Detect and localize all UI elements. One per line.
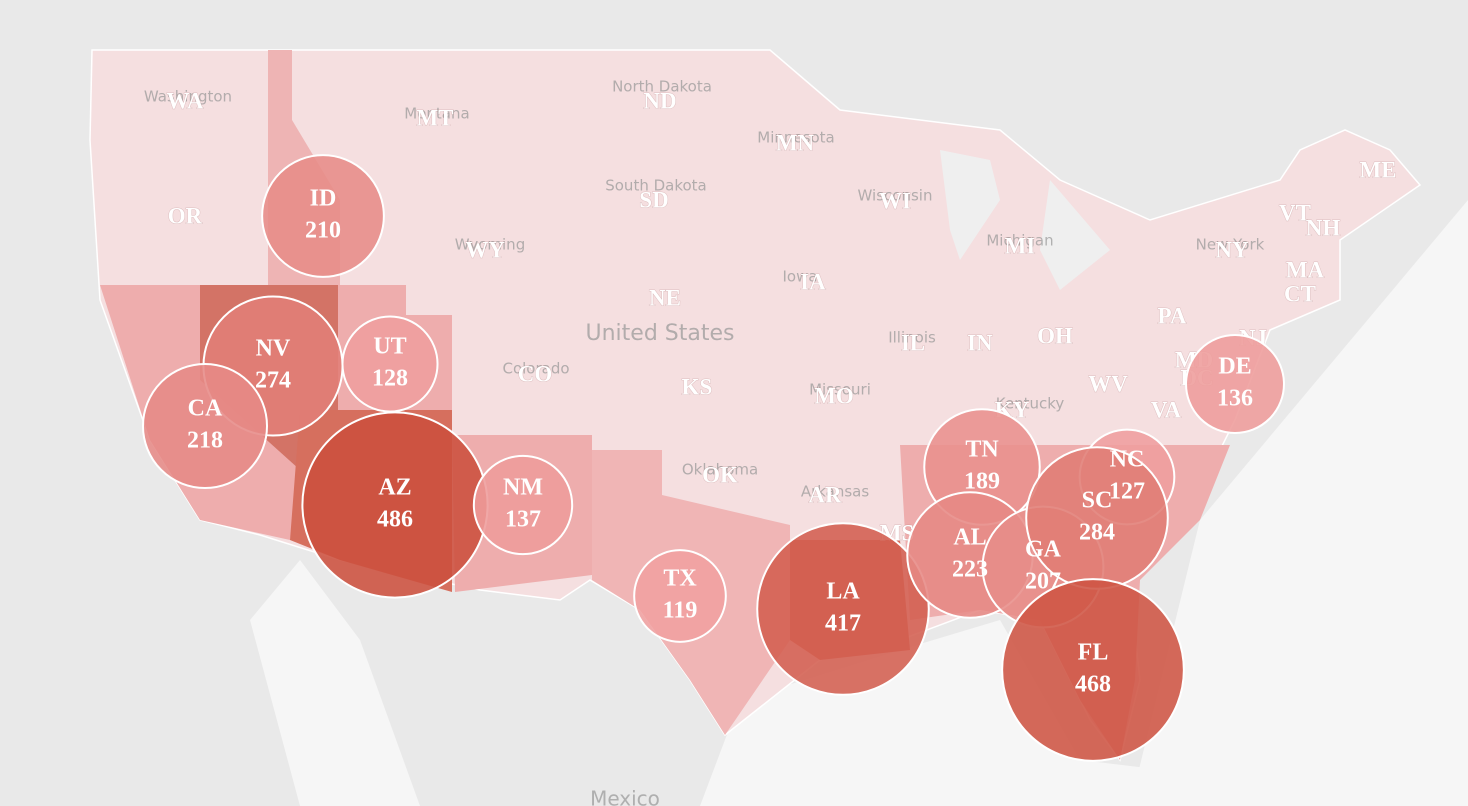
state-label: MO [814,383,854,408]
state-label: VA [1151,397,1182,422]
basemap-label: New York [1196,236,1265,254]
state-label: WY [465,237,505,262]
basemap-label: Michigan [986,232,1053,250]
bubble-value: 128 [372,366,408,392]
basemap-label: Arkansas [801,483,870,501]
state-label: CO [518,361,553,386]
basemap-label: Wisconsin [858,187,933,205]
bubble-state: LA [826,579,860,605]
bubble-state: AL [953,525,986,551]
bubble-value: 136 [1217,386,1253,412]
bubble-value: 207 [1025,569,1061,595]
bubble-state: NV [256,336,291,362]
great-lakes [940,150,1110,290]
bubble-value: 417 [825,611,861,637]
bubble [1185,334,1285,434]
state-label: KS [682,374,713,399]
neighbor-label: Mexico [590,787,660,806]
basemap-label: Missouri [809,381,871,399]
state-label: NY [1215,237,1249,262]
state-label: CT [1284,281,1316,306]
bubble [472,454,574,556]
bubble-state: GA [1025,537,1062,563]
state-label: OR [168,203,203,228]
state-label: ME [1359,157,1396,182]
bubble-state: FL [1078,640,1109,666]
bubble-value: 486 [377,507,413,533]
state-label: IL [901,330,925,355]
basemap-label: Kentucky [996,395,1065,413]
state-label: SD [639,187,668,212]
state-label: MA [1286,257,1325,282]
basemap-label: Oklahoma [682,461,758,479]
bubble [141,362,269,490]
state-label: IN [967,330,993,355]
basemap-label: Illinois [888,329,936,347]
bubble-value: 189 [964,469,1000,495]
country-label: United States [586,321,735,346]
bubble-state: CA [188,396,223,422]
bubble [261,154,385,278]
bubble-state: DE [1218,354,1251,380]
bubble-state: TX [663,566,697,592]
state-label: VT [1279,200,1311,225]
basemap-label: North Dakota [612,78,712,96]
bubble-state: NM [503,475,543,501]
state-label: MT [416,105,453,130]
bubble-state: SC [1082,488,1113,514]
bubble [633,549,727,643]
state-label: NE [649,285,681,310]
state-label: OH [1037,323,1073,348]
bubble [756,522,930,696]
state-label: WA [166,88,203,113]
basemap-label: Wyoming [455,236,525,254]
bubble-value: 218 [187,428,223,454]
gulf-of-california [250,560,420,806]
basemap-label: Minnesota [757,129,834,147]
state-label: IA [800,269,826,294]
basemap-label: Washington [144,88,232,106]
state-label: PA [1158,303,1187,328]
state-label: AR [808,482,842,507]
bubble-state: NC [1110,447,1145,473]
bubble-state: AZ [378,475,411,501]
bubble [301,411,489,599]
state-label: NH [1306,215,1341,240]
basemap-label: Colorado [502,360,569,378]
state-label: ND [643,88,676,113]
state-label: MI [1005,233,1036,258]
bubble-value: 468 [1075,672,1111,698]
bubble-state: UT [373,334,406,360]
bubble [1001,578,1185,762]
state-label: OK [702,462,738,487]
bubble-value: 284 [1079,520,1115,546]
bubble-value: 274 [255,368,291,394]
state-label: WI [879,188,911,213]
bubble-state: ID [310,186,337,212]
atlantic-ocean [1130,200,1468,806]
state-label: MN [776,130,815,155]
state-label: WV [1088,371,1128,396]
bubble-state: TN [965,437,999,463]
bubble-value: 137 [505,507,541,533]
bubble [341,315,439,413]
bubble-value: 119 [663,598,698,624]
basemap-label: Montana [404,105,469,123]
basemap-label: Iowa [782,268,817,286]
basemap-label: South Dakota [605,177,707,195]
bubble-value: 210 [305,218,341,244]
bubble-value: 223 [952,557,988,583]
bubble-value: 127 [1109,479,1145,505]
